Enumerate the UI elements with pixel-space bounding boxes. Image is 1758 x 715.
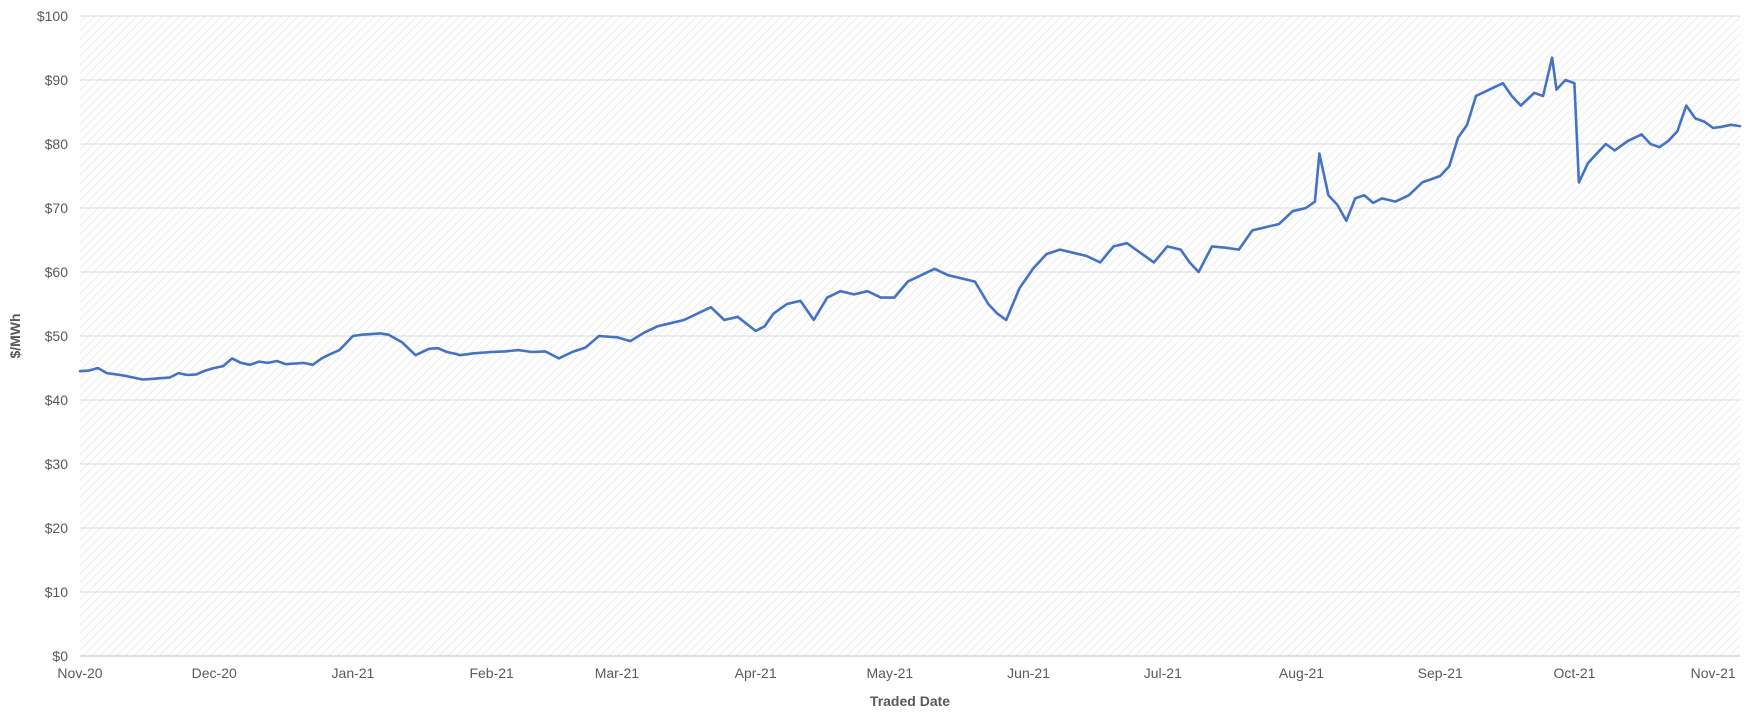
y-tick-label: $80 [45, 136, 69, 152]
y-tick-label: $60 [45, 264, 69, 280]
x-tick-label: Apr-21 [735, 665, 777, 681]
y-tick-label: $100 [37, 8, 68, 24]
x-tick-label: Oct-21 [1553, 665, 1595, 681]
x-tick-label: Feb-21 [469, 665, 514, 681]
y-tick-label: $20 [45, 520, 69, 536]
x-tick-label: Mar-21 [595, 665, 640, 681]
y-tick-label: $50 [45, 328, 69, 344]
y-tick-label: $40 [45, 392, 69, 408]
series-line [78, 56, 1742, 381]
x-tick-label: Sep-21 [1418, 665, 1463, 681]
x-tick-label: Jul-21 [1144, 665, 1182, 681]
x-tick-label: Nov-21 [1691, 665, 1736, 681]
gridlines [80, 15, 1740, 657]
x-tick-label: May-21 [867, 665, 914, 681]
y-axis-title: $/MWh [7, 313, 23, 358]
x-tick-label: Dec-20 [192, 665, 237, 681]
y-tick-label: $90 [45, 72, 69, 88]
y-tick-label: $70 [45, 200, 69, 216]
x-axis-tick-labels: Nov-20 Dec-20 Jan-21 Feb-21 Mar-21 Apr-21 May-… [57, 665, 1735, 681]
series-group [78, 56, 1742, 381]
x-axis-title: Traded Date [870, 693, 950, 709]
x-tick-label: Jun-21 [1007, 665, 1050, 681]
y-axis-tick-labels: $0 $10 $20 $30 $40 $50 $60 $70 $80 $90 $100 [37, 8, 68, 664]
x-tick-label: Aug-21 [1279, 665, 1324, 681]
x-tick-label: Jan-21 [332, 665, 375, 681]
y-tick-label: $10 [45, 584, 69, 600]
x-tick-label: Nov-20 [57, 665, 102, 681]
y-tick-label: $0 [52, 648, 68, 664]
y-tick-label: $30 [45, 456, 69, 472]
